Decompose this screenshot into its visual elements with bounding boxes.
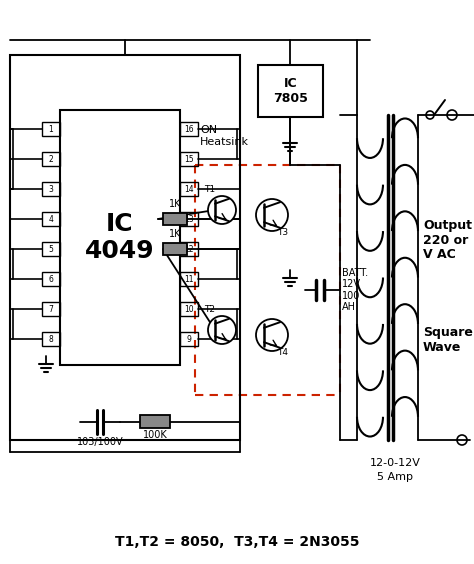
- Bar: [180, 152, 198, 166]
- Text: 1: 1: [49, 125, 54, 134]
- Bar: [180, 332, 198, 346]
- Text: BATT.
12V
100
AH: BATT. 12V 100 AH: [342, 267, 368, 312]
- Text: Square
Wave: Square Wave: [423, 326, 473, 354]
- Text: T4: T4: [277, 348, 288, 357]
- Text: 12: 12: [184, 245, 194, 253]
- Text: 6: 6: [48, 275, 54, 284]
- Bar: [258, 65, 323, 117]
- Bar: [42, 152, 60, 166]
- Text: 5 Amp: 5 Amp: [377, 472, 413, 482]
- Text: 4: 4: [48, 214, 54, 223]
- Bar: [42, 332, 60, 346]
- Text: T3: T3: [277, 228, 288, 237]
- Bar: [163, 243, 187, 255]
- Text: 3: 3: [48, 184, 54, 193]
- Bar: [10, 55, 240, 440]
- Circle shape: [208, 196, 236, 224]
- Bar: [60, 110, 180, 365]
- Text: T2: T2: [204, 305, 215, 314]
- Text: IC
7805: IC 7805: [273, 77, 308, 105]
- Bar: [42, 242, 60, 256]
- Bar: [180, 242, 198, 256]
- Bar: [42, 302, 60, 316]
- Text: 11: 11: [184, 275, 194, 284]
- Text: ON
Heatsink: ON Heatsink: [200, 125, 249, 147]
- Bar: [42, 122, 60, 136]
- Text: T1: T1: [204, 185, 215, 194]
- Text: 1K: 1K: [169, 199, 181, 209]
- Bar: [42, 182, 60, 196]
- Bar: [180, 182, 198, 196]
- Text: 7: 7: [48, 305, 54, 314]
- Circle shape: [256, 319, 288, 351]
- Text: 103/100V: 103/100V: [77, 437, 123, 447]
- Bar: [180, 272, 198, 286]
- Bar: [180, 302, 198, 316]
- Text: 12-0-12V: 12-0-12V: [370, 458, 421, 468]
- Text: 5: 5: [48, 245, 54, 253]
- Text: T1,T2 = 8050,  T3,T4 = 2N3055: T1,T2 = 8050, T3,T4 = 2N3055: [115, 535, 359, 549]
- Text: 9: 9: [187, 334, 191, 343]
- Text: 16: 16: [184, 125, 194, 134]
- Bar: [42, 212, 60, 226]
- Text: 14: 14: [184, 184, 194, 193]
- Text: 13: 13: [184, 214, 194, 223]
- Circle shape: [208, 316, 236, 344]
- Bar: [180, 122, 198, 136]
- Bar: [180, 212, 198, 226]
- Text: 2: 2: [49, 155, 54, 164]
- Bar: [140, 415, 170, 428]
- Text: 8: 8: [49, 334, 54, 343]
- Text: IC
4049: IC 4049: [85, 212, 155, 263]
- Text: 1K: 1K: [169, 229, 181, 239]
- Text: Output
220 or 120
V AC: Output 220 or 120 V AC: [423, 218, 474, 262]
- Bar: [163, 213, 187, 225]
- Text: 10: 10: [184, 305, 194, 314]
- Bar: [42, 272, 60, 286]
- Text: 15: 15: [184, 155, 194, 164]
- Text: 100K: 100K: [143, 430, 167, 440]
- Circle shape: [256, 199, 288, 231]
